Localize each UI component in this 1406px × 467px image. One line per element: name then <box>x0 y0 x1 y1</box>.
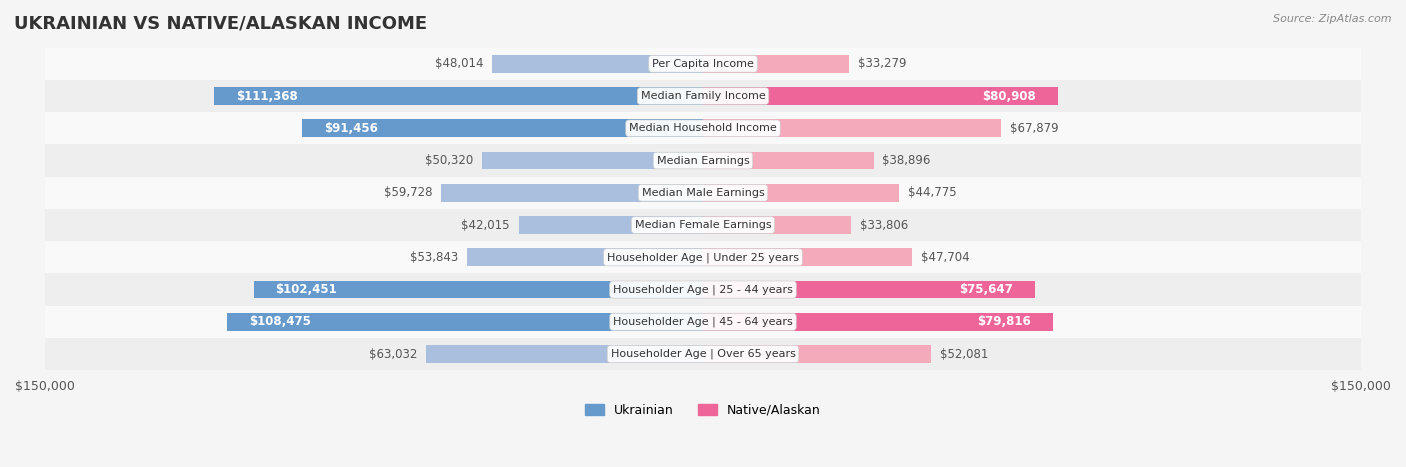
Bar <box>519 216 703 234</box>
Text: $50,320: $50,320 <box>425 154 474 167</box>
Text: Median Earnings: Median Earnings <box>657 156 749 166</box>
Text: $48,014: $48,014 <box>434 57 484 71</box>
Bar <box>45 274 1361 306</box>
Bar <box>45 112 1361 144</box>
Bar <box>703 87 1057 105</box>
Bar <box>45 306 1361 338</box>
Bar <box>482 152 703 170</box>
Bar <box>703 55 849 73</box>
Text: Householder Age | Over 65 years: Householder Age | Over 65 years <box>610 349 796 359</box>
Bar <box>302 120 703 137</box>
Bar <box>703 313 1053 331</box>
Bar <box>45 177 1361 209</box>
Bar <box>467 248 703 266</box>
Bar <box>45 144 1361 177</box>
Text: $63,032: $63,032 <box>370 347 418 361</box>
Text: $108,475: $108,475 <box>249 315 311 328</box>
Bar <box>703 281 1035 298</box>
Bar <box>703 248 912 266</box>
Text: $80,908: $80,908 <box>983 90 1036 103</box>
Bar <box>45 241 1361 274</box>
Text: $59,728: $59,728 <box>384 186 432 199</box>
Bar <box>45 338 1361 370</box>
Text: $102,451: $102,451 <box>276 283 337 296</box>
Bar <box>215 87 703 105</box>
Legend: Ukrainian, Native/Alaskan: Ukrainian, Native/Alaskan <box>581 399 825 422</box>
Text: $67,879: $67,879 <box>1010 122 1059 135</box>
Bar <box>45 48 1361 80</box>
Text: Householder Age | 45 - 64 years: Householder Age | 45 - 64 years <box>613 317 793 327</box>
Bar <box>253 281 703 298</box>
Bar <box>703 120 1001 137</box>
Bar <box>703 216 851 234</box>
Bar <box>492 55 703 73</box>
Text: Median Household Income: Median Household Income <box>628 123 778 133</box>
Text: $53,843: $53,843 <box>409 251 458 264</box>
Text: Source: ZipAtlas.com: Source: ZipAtlas.com <box>1274 14 1392 24</box>
Bar <box>45 80 1361 112</box>
Text: $44,775: $44,775 <box>908 186 957 199</box>
Text: Median Male Earnings: Median Male Earnings <box>641 188 765 198</box>
Bar <box>703 184 900 202</box>
Text: Median Family Income: Median Family Income <box>641 91 765 101</box>
Text: $111,368: $111,368 <box>236 90 298 103</box>
Text: $75,647: $75,647 <box>959 283 1012 296</box>
Text: Householder Age | 25 - 44 years: Householder Age | 25 - 44 years <box>613 284 793 295</box>
Text: $91,456: $91,456 <box>323 122 378 135</box>
Bar <box>703 152 873 170</box>
Bar <box>426 345 703 363</box>
Bar <box>441 184 703 202</box>
Text: Median Female Earnings: Median Female Earnings <box>634 220 772 230</box>
Text: Per Capita Income: Per Capita Income <box>652 59 754 69</box>
Text: $79,816: $79,816 <box>977 315 1031 328</box>
Text: $33,279: $33,279 <box>858 57 907 71</box>
Text: $52,081: $52,081 <box>941 347 988 361</box>
Text: $33,806: $33,806 <box>860 219 908 232</box>
Bar <box>45 209 1361 241</box>
Text: $47,704: $47,704 <box>921 251 970 264</box>
Text: $38,896: $38,896 <box>883 154 931 167</box>
Bar <box>703 345 932 363</box>
Text: Householder Age | Under 25 years: Householder Age | Under 25 years <box>607 252 799 262</box>
Text: $42,015: $42,015 <box>461 219 510 232</box>
Bar <box>228 313 703 331</box>
Text: UKRAINIAN VS NATIVE/ALASKAN INCOME: UKRAINIAN VS NATIVE/ALASKAN INCOME <box>14 14 427 32</box>
